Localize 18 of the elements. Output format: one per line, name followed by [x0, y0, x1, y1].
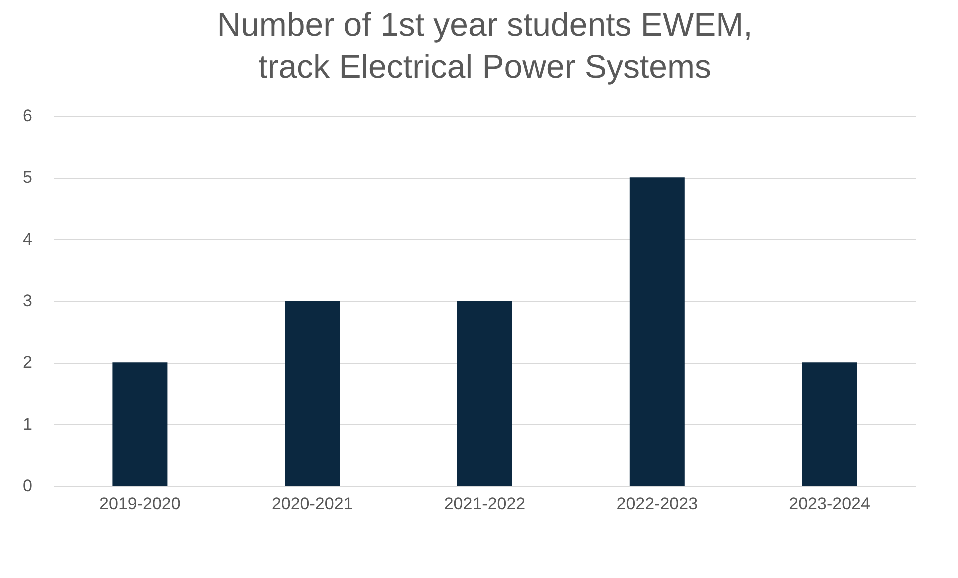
bar	[458, 301, 512, 486]
y-tick-label: 2	[23, 353, 32, 372]
x-tick-label: 2021-2022	[444, 494, 526, 514]
bar	[802, 362, 858, 486]
y-tick-label: 0	[23, 476, 32, 496]
x-tick-label: 2020-2021	[272, 494, 354, 514]
x-tick-label: 2022-2023	[616, 494, 698, 514]
bar	[285, 301, 340, 486]
bar	[112, 362, 168, 486]
chart-title: Number of 1st year students EWEM, track Electrical Power Systems	[217, 6, 753, 85]
bar	[630, 178, 685, 486]
y-tick-label: 4	[23, 230, 32, 249]
y-tick-label: 1	[23, 414, 32, 434]
x-tick-label: 2023-2024	[789, 494, 870, 514]
x-tick-label: 2019-2020	[100, 494, 181, 514]
y-tick-label: 3	[23, 292, 32, 310]
y-tick-label: 5	[23, 168, 32, 188]
y-tick-label: 6	[23, 106, 32, 126]
